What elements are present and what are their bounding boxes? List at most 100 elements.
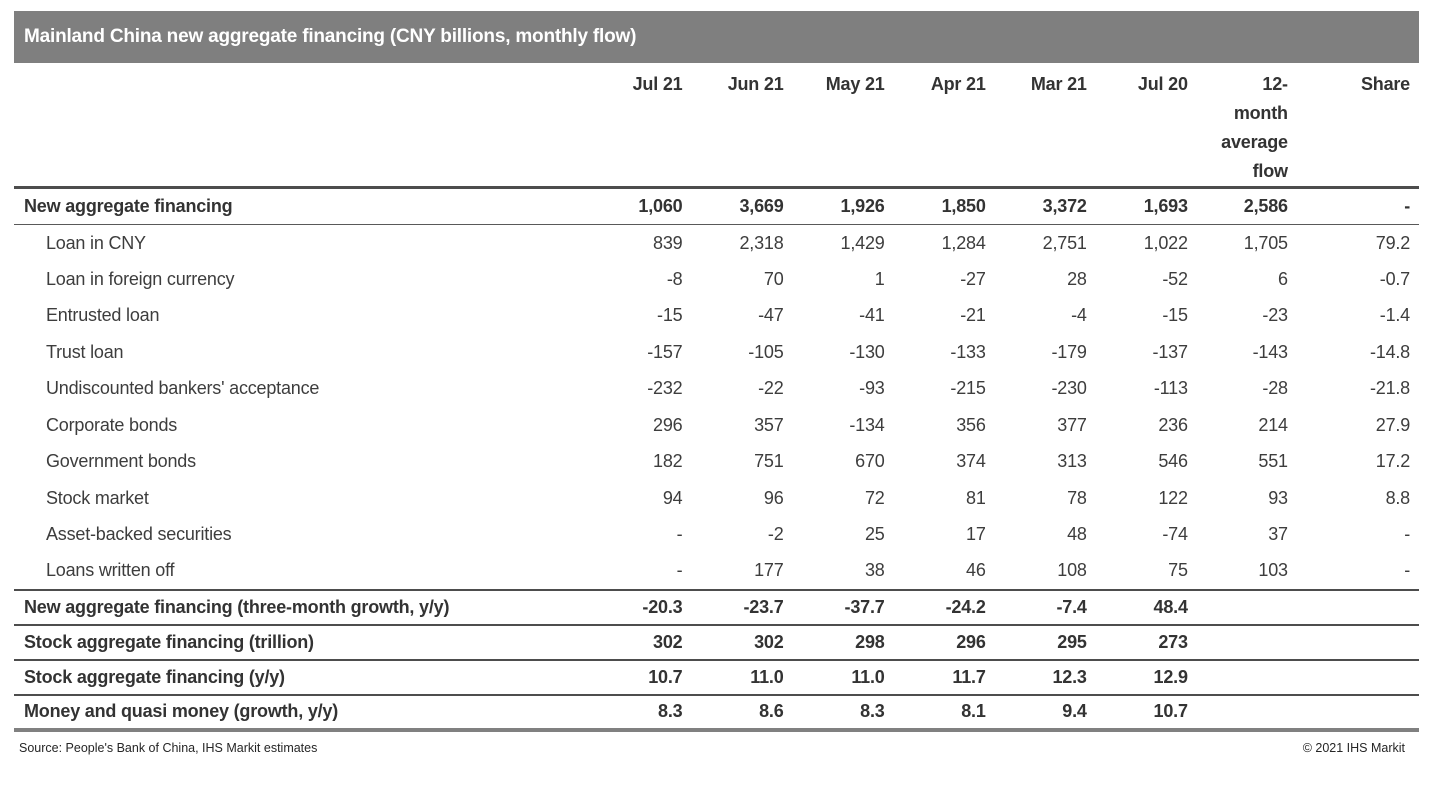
cell-value: -20.3 bbox=[581, 588, 683, 625]
page: Mainland China new aggregate financing (… bbox=[0, 11, 1429, 791]
cell-value bbox=[1187, 693, 1288, 732]
cell-value: 122 bbox=[1158, 487, 1188, 508]
cell-value: 3,372 bbox=[985, 187, 1087, 225]
cell-value: - bbox=[1404, 560, 1410, 581]
cell-value: 17 bbox=[966, 524, 986, 545]
column-header-label bbox=[14, 63, 582, 189]
cell-value: 70 bbox=[763, 268, 784, 289]
cell-value: 236 bbox=[1158, 414, 1188, 435]
table-row-corporate-bonds: Corporate bonds 296 357 -134 356 377 236 214 27.… bbox=[14, 407, 1419, 444]
table-row-stock-aggregate-financing-trillion: Stock aggregate financing (trillion) 302 3… bbox=[14, 623, 1419, 660]
cell-value: 79.2 bbox=[1375, 232, 1410, 253]
cell-value: 11.0 bbox=[682, 658, 784, 695]
cell-value bbox=[1187, 658, 1288, 695]
cell-value: -1.4 bbox=[1379, 305, 1410, 326]
cell-value: 374 bbox=[956, 451, 986, 472]
cell-value: 38 bbox=[864, 560, 885, 581]
table-row-undiscounted-bankers-acceptance: Undiscounted bankers' acceptance -232 -22 -… bbox=[14, 371, 1419, 408]
cell-value: 12.9 bbox=[1086, 658, 1188, 695]
cell-value: 17.2 bbox=[1375, 451, 1410, 472]
cell-value: -179 bbox=[1051, 341, 1087, 362]
cell-value: 27.9 bbox=[1375, 414, 1410, 435]
cell-value: 78 bbox=[1067, 487, 1087, 508]
cell-value: 8.1 bbox=[884, 693, 986, 732]
cell-value: -4 bbox=[1071, 305, 1087, 326]
row-label: Money and quasi money (growth, y/y) bbox=[14, 693, 582, 732]
row-label: Asset-backed securities bbox=[46, 524, 232, 545]
cell-value: 11.0 bbox=[783, 658, 885, 695]
cell-value: 28 bbox=[1067, 268, 1087, 289]
cell-value: -215 bbox=[950, 378, 986, 399]
row-label: Loan in foreign currency bbox=[46, 268, 235, 289]
table-row-entrusted-loan: Entrusted loan -15 -47 -41 -21 -4 -15 -23 -1.4 bbox=[14, 298, 1419, 335]
cell-value: -0.7 bbox=[1379, 268, 1410, 289]
cell-value bbox=[1187, 623, 1288, 660]
cell-value: 93 bbox=[1268, 487, 1288, 508]
table-title: Mainland China new aggregate financing (… bbox=[24, 26, 637, 47]
row-label: Loan in CNY bbox=[46, 232, 146, 253]
cell-value: 25 bbox=[864, 524, 885, 545]
cell-value: 2,586 bbox=[1187, 187, 1288, 225]
cell-value bbox=[1187, 588, 1288, 625]
cell-value: 296 bbox=[653, 414, 683, 435]
copyright-note: © 2021 IHS Markit bbox=[1302, 740, 1405, 755]
cell-value: 1,022 bbox=[1143, 232, 1188, 253]
cell-value: 8.6 bbox=[682, 693, 784, 732]
cell-value: -74 bbox=[1162, 524, 1188, 545]
row-label: New aggregate financing bbox=[14, 187, 582, 225]
cell-value bbox=[1287, 623, 1419, 660]
column-header-may-21: May 21 bbox=[783, 63, 885, 189]
row-label: Corporate bonds bbox=[46, 414, 178, 435]
cell-value: -113 bbox=[1153, 378, 1188, 399]
cell-value: -137 bbox=[1152, 341, 1188, 362]
cell-value: -21.8 bbox=[1369, 378, 1410, 399]
cell-value: 96 bbox=[763, 487, 784, 508]
cell-value: -133 bbox=[950, 341, 986, 362]
cell-value: -47 bbox=[758, 305, 784, 326]
cell-value: -21 bbox=[960, 305, 986, 326]
cell-value: -24.2 bbox=[884, 588, 986, 625]
table-row-government-bonds: Government bonds 182 751 670 374 313 546 551 17.… bbox=[14, 444, 1419, 481]
row-label: Entrusted loan bbox=[46, 305, 160, 326]
cell-value: -28 bbox=[1262, 378, 1288, 399]
table-row-loan-in-foreign-currency: Loan in foreign currency -8 70 1 -27 28 -52 6 -0… bbox=[14, 261, 1419, 298]
cell-value: 8.3 bbox=[783, 693, 885, 732]
cell-value: 10.7 bbox=[1086, 693, 1188, 732]
table-row-loans-written-off: Loans written off - 177 38 46 108 75 103 - bbox=[14, 553, 1419, 590]
table-row-loan-in-cny: Loan in CNY 839 2,318 1,429 1,284 2,751 1,022 1… bbox=[14, 225, 1419, 262]
cell-value: 313 bbox=[1057, 451, 1087, 472]
cell-value: 103 bbox=[1258, 560, 1288, 581]
row-label: Stock aggregate financing (y/y) bbox=[14, 658, 582, 695]
table-body: New aggregate financing 1,060 3,669 1,926 1,… bbox=[14, 187, 1419, 732]
cell-value: 81 bbox=[966, 487, 986, 508]
cell-value: -14.8 bbox=[1369, 341, 1410, 362]
row-label: Stock aggregate financing (trillion) bbox=[14, 623, 582, 660]
cell-value: -52 bbox=[1162, 268, 1188, 289]
cell-value: 2,318 bbox=[739, 232, 784, 253]
cell-value: -143 bbox=[1252, 341, 1288, 362]
cell-value: 8.3 bbox=[581, 693, 683, 732]
cell-value: 46 bbox=[966, 560, 986, 581]
row-label: Trust loan bbox=[46, 341, 124, 362]
cell-value: 273 bbox=[1086, 623, 1188, 660]
cell-value: 751 bbox=[754, 451, 784, 472]
cell-value: 11.7 bbox=[884, 658, 986, 695]
cell-value: -93 bbox=[859, 378, 885, 399]
column-header-jul-21: Jul 21 bbox=[581, 63, 683, 189]
cell-value: -105 bbox=[748, 341, 784, 362]
cell-value: 3,669 bbox=[682, 187, 784, 225]
cell-value: 108 bbox=[1057, 560, 1087, 581]
cell-value: -15 bbox=[657, 305, 683, 326]
cell-value: 356 bbox=[956, 414, 986, 435]
cell-value: -230 bbox=[1051, 378, 1087, 399]
cell-value: -27 bbox=[960, 268, 986, 289]
cell-value: 551 bbox=[1258, 451, 1288, 472]
cell-value: 1,850 bbox=[884, 187, 986, 225]
row-label: Stock market bbox=[46, 487, 149, 508]
cell-value bbox=[1287, 658, 1419, 695]
table-row-money-and-quasi-money-growth-y-y: Money and quasi money (growth, y/y) 8.3 8.… bbox=[14, 693, 1419, 732]
cell-value: 48.4 bbox=[1086, 588, 1188, 625]
row-label: Government bonds bbox=[46, 451, 196, 472]
header-row: Jul 21 Jun 21 May 21 Apr 21 Mar 21 Jul 20 12-m… bbox=[14, 63, 1419, 189]
cell-value: 1,284 bbox=[941, 232, 986, 253]
